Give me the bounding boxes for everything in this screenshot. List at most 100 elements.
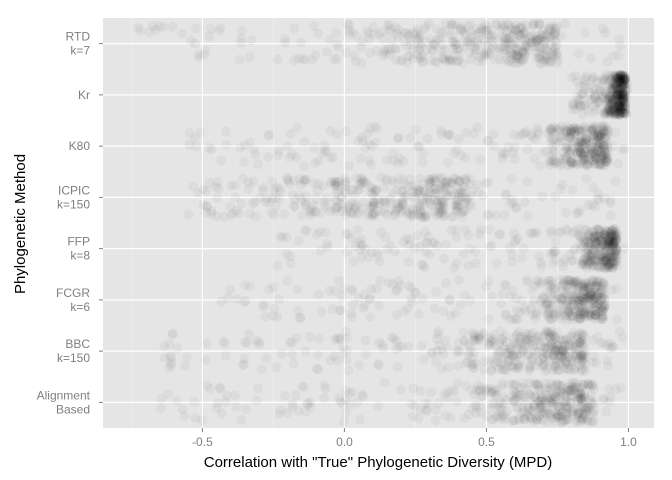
data-point bbox=[242, 338, 252, 348]
data-point bbox=[430, 304, 440, 314]
data-point bbox=[301, 346, 311, 356]
data-point bbox=[273, 54, 283, 64]
data-point bbox=[572, 77, 582, 87]
data-point bbox=[452, 175, 462, 185]
data-point bbox=[578, 340, 588, 350]
data-point bbox=[513, 314, 523, 324]
data-point bbox=[329, 54, 339, 64]
data-point bbox=[225, 285, 235, 295]
data-point bbox=[373, 360, 383, 370]
data-point bbox=[447, 212, 457, 222]
data-point bbox=[557, 346, 567, 356]
data-point bbox=[487, 292, 497, 302]
data-point bbox=[148, 21, 158, 31]
data-point bbox=[341, 210, 351, 220]
data-point bbox=[378, 340, 388, 350]
data-point bbox=[598, 314, 608, 324]
data-point bbox=[446, 225, 456, 235]
data-point bbox=[568, 256, 578, 266]
data-point bbox=[602, 57, 612, 67]
data-point bbox=[449, 263, 459, 273]
data-point bbox=[356, 42, 366, 52]
data-point bbox=[556, 31, 566, 41]
data-point bbox=[342, 247, 352, 257]
data-point bbox=[521, 20, 531, 30]
data-point bbox=[431, 416, 441, 426]
data-point bbox=[452, 397, 462, 407]
data-point bbox=[592, 358, 602, 368]
data-point bbox=[533, 380, 543, 390]
data-point bbox=[561, 364, 571, 374]
data-point bbox=[259, 302, 269, 312]
data-point bbox=[184, 210, 194, 220]
data-point bbox=[439, 254, 449, 264]
data-point bbox=[241, 296, 251, 306]
data-point bbox=[373, 401, 383, 411]
data-point bbox=[291, 390, 301, 400]
data-point bbox=[579, 123, 589, 133]
data-point bbox=[230, 390, 240, 400]
data-point bbox=[314, 334, 324, 344]
data-point bbox=[411, 125, 421, 135]
data-point bbox=[346, 233, 356, 243]
data-point bbox=[530, 228, 540, 238]
x-tick-label: -0.5 bbox=[192, 435, 213, 449]
data-point bbox=[504, 142, 514, 152]
data-point bbox=[505, 243, 515, 253]
data-point bbox=[541, 301, 551, 311]
data-point bbox=[532, 123, 542, 133]
data-point bbox=[197, 415, 207, 425]
data-point bbox=[488, 129, 498, 139]
data-point bbox=[244, 329, 254, 339]
data-point bbox=[299, 137, 309, 147]
data-point bbox=[561, 207, 571, 217]
data-point bbox=[173, 343, 183, 353]
data-point bbox=[185, 140, 195, 150]
data-point bbox=[417, 341, 427, 351]
data-point bbox=[325, 286, 335, 296]
data-point bbox=[516, 296, 526, 306]
data-point bbox=[320, 146, 330, 156]
data-point bbox=[195, 52, 205, 62]
data-point bbox=[332, 39, 342, 49]
data-point bbox=[521, 332, 531, 342]
data-point bbox=[615, 106, 625, 116]
data-point bbox=[480, 51, 490, 61]
data-point bbox=[421, 21, 431, 31]
data-point bbox=[580, 28, 590, 38]
y-tick-label: FFP k=8 bbox=[67, 235, 90, 263]
data-point bbox=[384, 20, 394, 30]
data-point bbox=[279, 209, 289, 219]
data-point bbox=[559, 147, 569, 157]
data-point bbox=[445, 130, 455, 140]
data-point bbox=[221, 127, 231, 137]
data-point bbox=[243, 184, 253, 194]
data-point bbox=[325, 355, 335, 365]
data-point bbox=[186, 36, 196, 46]
data-point bbox=[312, 364, 322, 374]
data-point bbox=[565, 124, 575, 134]
data-point bbox=[581, 100, 591, 110]
data-point bbox=[392, 336, 402, 346]
data-point bbox=[403, 51, 413, 61]
data-point bbox=[236, 415, 246, 425]
data-point bbox=[310, 158, 320, 168]
data-point bbox=[290, 194, 300, 204]
data-point bbox=[504, 344, 514, 354]
data-point bbox=[475, 155, 485, 165]
data-point bbox=[500, 33, 510, 43]
data-point bbox=[263, 152, 273, 162]
data-point bbox=[584, 278, 594, 288]
data-point bbox=[390, 178, 400, 188]
data-point bbox=[372, 124, 382, 134]
data-point bbox=[395, 280, 405, 290]
x-tick-label: 0.0 bbox=[336, 435, 353, 449]
data-point bbox=[392, 310, 402, 320]
data-point bbox=[300, 226, 310, 236]
data-point bbox=[191, 24, 201, 34]
data-point bbox=[410, 288, 420, 298]
data-point bbox=[577, 308, 587, 318]
data-point bbox=[463, 261, 473, 271]
data-point bbox=[496, 298, 506, 308]
data-point bbox=[280, 38, 290, 48]
